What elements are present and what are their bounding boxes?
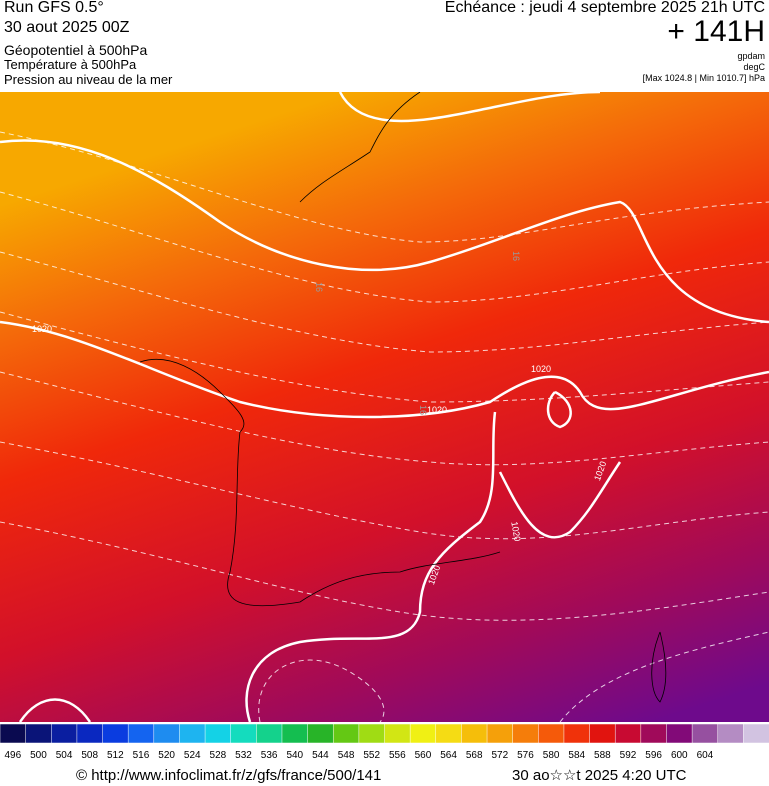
colorbar-swatch (589, 724, 616, 744)
colorbar-swatch (743, 724, 769, 744)
contour-label: 16 (314, 282, 324, 292)
colorbar-swatch (307, 724, 334, 744)
colorbar-swatch (461, 724, 488, 744)
colorbar-label: 604 (697, 750, 714, 761)
colorbar-swatch (563, 724, 591, 744)
colorbar-label: 540 (286, 750, 303, 761)
isobars (0, 92, 769, 722)
colorbar-swatch (256, 724, 283, 744)
colorbar-label: 580 (543, 750, 560, 761)
colorbar-label: 588 (594, 750, 611, 761)
contour-label: 1020 (32, 324, 52, 334)
colorbar-swatch (281, 724, 309, 744)
colorbar-swatch (409, 724, 437, 744)
run-label: Run GFS 0.5° (4, 0, 104, 16)
colorbar-label: 536 (261, 750, 278, 761)
colorbar-swatch (0, 724, 27, 744)
colorbar-swatch (486, 724, 514, 744)
colorbar-swatch (179, 724, 206, 744)
colorbar-label: 592 (620, 750, 637, 761)
contour-label: 1020 (531, 364, 551, 374)
unit: gpdam (737, 51, 765, 61)
colorbar-label: 508 (81, 750, 98, 761)
unit: degC (743, 62, 765, 72)
valid-time: Echéance : jeudi 4 septembre 2025 21h UT… (444, 0, 765, 16)
colorbar-label: 596 (645, 750, 662, 761)
colorbar-label: 496 (4, 750, 21, 761)
colorbar-label: 512 (107, 750, 124, 761)
temperature-field (0, 92, 769, 722)
colorbar-label: 552 (363, 750, 380, 761)
contour-label: 1020 (509, 521, 522, 542)
coastlines (139, 92, 667, 703)
field-title: Géopotentiel à 500hPa (4, 42, 148, 58)
colorbar-swatch (25, 724, 53, 744)
contour-label: 1020 (427, 405, 447, 415)
colorbar-swatch (332, 724, 360, 744)
colorbar-label: 532 (235, 750, 252, 761)
colorbar-swatch (51, 724, 78, 744)
colorbar-label: 500 (30, 750, 47, 761)
lead-time: + 141H (667, 15, 765, 48)
colorbar-swatch (640, 724, 668, 744)
colorbar-swatch (230, 724, 258, 744)
colorbar-label: 568 (466, 750, 483, 761)
colorbar-swatch (435, 724, 463, 744)
contour-label: 16 (418, 405, 428, 415)
field-title: Pression au niveau de la mer (4, 72, 173, 87)
colorbar-swatch (127, 724, 155, 744)
footer-date: 30 ao☆☆t 2025 4:20 UTC (512, 767, 687, 784)
colorbar-swatch (614, 724, 642, 744)
colorbar: 496 500 504 508 512 516 520 524 528 532 536 540 544 5… (0, 724, 769, 761)
colorbar-label: 560 (415, 750, 432, 761)
colorbar-swatch (384, 724, 411, 744)
colorbar-label: 564 (440, 750, 457, 761)
colorbar-label: 576 (517, 750, 534, 761)
colorbar-swatch (76, 724, 104, 744)
colorbar-label: 584 (568, 750, 585, 761)
colorbar-swatch (717, 724, 745, 744)
colorbar-label: 600 (671, 750, 688, 761)
colorbar-swatch (204, 724, 232, 744)
run-date: 30 aout 2025 00Z (4, 19, 130, 36)
contour-label: 16 (511, 251, 521, 261)
colorbar-swatch (512, 724, 540, 744)
colorbar-swatch (538, 724, 565, 744)
colorbar-label: 520 (158, 750, 175, 761)
colorbar-swatch (666, 724, 693, 744)
colorbar-label: 572 (492, 750, 509, 761)
colorbar-swatch (102, 724, 129, 744)
colorbar-label: 504 (56, 750, 73, 761)
colorbar-label: 516 (133, 750, 150, 761)
field-title: Température à 500hPa (4, 57, 137, 72)
colorbar-label: 548 (338, 750, 355, 761)
colorbar-swatch (691, 724, 719, 744)
colorbar-label: 524 (184, 750, 201, 761)
colorbar-swatch (358, 724, 386, 744)
colorbar-label: 544 (312, 750, 329, 761)
footer-url: © http://www.infoclimat.fr/z/gfs/france/… (76, 767, 382, 784)
pressure-range: [Max 1024.8 | Min 1010.7] hPa (642, 73, 765, 83)
colorbar-swatch (153, 724, 181, 744)
isotherms (0, 131, 769, 722)
colorbar-label: 528 (210, 750, 227, 761)
colorbar-label: 556 (389, 750, 406, 761)
